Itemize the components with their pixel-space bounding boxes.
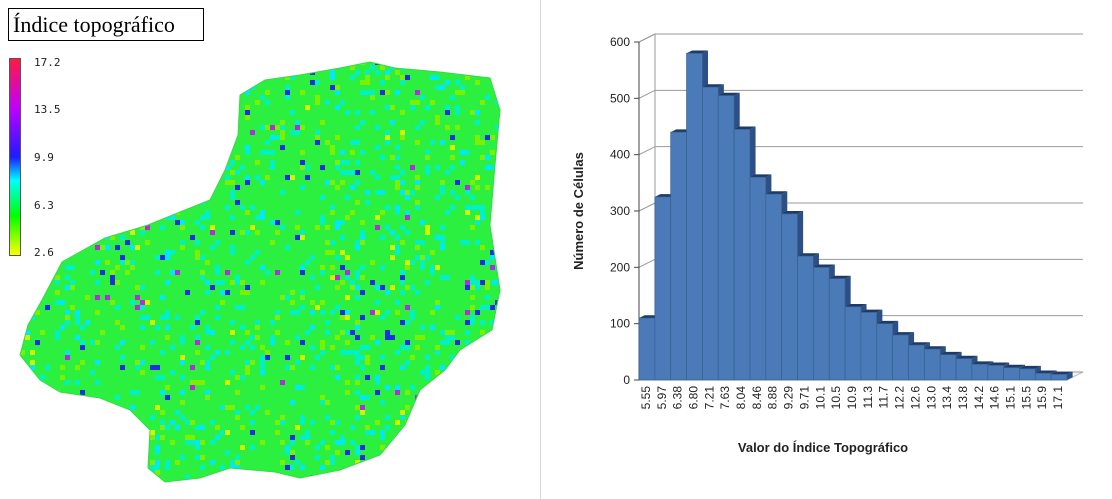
color-legend-bar	[9, 58, 21, 256]
x-tick-label: 11.7	[877, 386, 891, 409]
x-tick-label: 10.9	[845, 386, 859, 410]
x-tick-label: 7.63	[718, 386, 732, 410]
y-tick-label: 200	[610, 260, 630, 274]
x-tick-label: 5.55	[639, 386, 653, 410]
x-tick-label: 7.21	[702, 386, 716, 410]
topographic-index-map	[19, 61, 501, 483]
legend-tick-min: 2.6	[34, 246, 54, 259]
x-tick-label: 8.46	[750, 386, 764, 410]
x-tick-label: 8.88	[766, 386, 780, 410]
x-tick-label: 9.29	[782, 386, 796, 410]
x-tick-label: 15.9	[1035, 386, 1049, 410]
legend-tick: 9.9	[34, 151, 54, 164]
histogram-bar	[781, 211, 804, 381]
gridline-diag	[638, 89, 656, 99]
histogram-bar	[1050, 371, 1073, 381]
legend-tick: 13.5	[34, 103, 61, 116]
map-panel: Índice topográfico 17.2 13.5 9.9 6.3 2.6	[0, 0, 530, 499]
y-tick-label: 400	[610, 148, 630, 162]
y-tick-label: 600	[610, 35, 630, 49]
x-axis-title: Valor do Índice Topográfico	[738, 440, 908, 455]
x-tick-label: 6.80	[686, 386, 700, 410]
x-tick-label: 15.5	[1019, 386, 1033, 410]
x-tick-label: 13.4	[940, 386, 954, 410]
legend-tick-max: 17.2	[34, 56, 61, 69]
x-tick-label: 11.3	[861, 386, 875, 409]
x-tick-label: 12.2	[893, 386, 907, 410]
gridline-diag	[638, 33, 656, 43]
y-tick-label: 300	[610, 204, 630, 218]
gridline-diag	[638, 258, 656, 268]
x-tick-label: 17.1	[1051, 386, 1065, 410]
gridline-diag	[638, 146, 656, 156]
y-tick-label: 0	[623, 373, 630, 387]
x-tick-label: 10.5	[829, 386, 843, 410]
x-tick-label: 15.1	[1004, 386, 1018, 410]
y-axis-title: Número de Células	[571, 152, 586, 270]
legend-tick: 6.3	[34, 199, 54, 212]
x-tick-label: 14.2	[972, 386, 986, 410]
x-tick-label: 5.97	[655, 386, 669, 410]
x-tick-label: 14.6	[988, 386, 1002, 410]
x-tick-label: 9.71	[797, 386, 811, 410]
x-tick-label: 10.1	[813, 386, 827, 410]
x-tick-label: 12.6	[908, 386, 922, 410]
y-tick-label: 500	[610, 91, 630, 105]
y-tick-label: 100	[610, 317, 630, 331]
x-tick-label: 13.0	[924, 386, 938, 410]
histogram-panel: 0 100 200 300 400 500 600 5.55 5.97 6.38 6.80 7.21 7…	[540, 0, 1112, 499]
x-tick-label: 6.38	[671, 386, 685, 410]
histogram-chart: 0 100 200 300 400 500 600 5.55 5.97 6.38 6.80 7.21 7…	[571, 33, 1084, 455]
map-title: Índice topográfico	[8, 8, 204, 41]
gridline-diag	[638, 202, 656, 212]
x-tick-label: 13.8	[956, 386, 970, 410]
map-raster	[20, 62, 500, 482]
x-tick-label: 8.04	[734, 386, 748, 410]
